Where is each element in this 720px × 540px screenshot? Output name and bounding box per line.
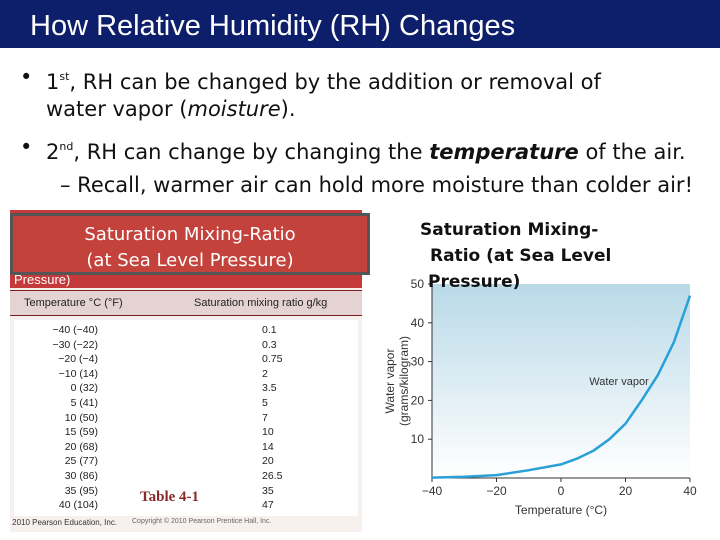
x-tick-label: −20	[486, 484, 507, 498]
bullet-marker: •	[20, 65, 33, 89]
y-axis-label-line2: (grams/kilogram)	[397, 336, 411, 426]
table-column-headers: Temperature °C (°F) Saturation mixing ra…	[10, 290, 362, 316]
table-row: 0 (32) 3.5	[14, 382, 358, 395]
table-row: 20 (68) 14	[14, 441, 358, 454]
water-vapor-chart: 10 20 30 40 50 −40 −20 0 20 40 Temperature (°C) Wat…	[383, 277, 697, 517]
series-line-water-vapor	[431, 295, 692, 479]
table-row: 40 (104) 47	[14, 499, 358, 512]
col-ratio: Saturation mixing ratio g/kg	[194, 297, 328, 309]
table-cell-temperature: 30 (86)	[64, 470, 98, 482]
y-tick-label: 20	[411, 393, 425, 407]
table-row: −10 (14) 2	[14, 368, 358, 381]
table-cell-ratio: 14	[262, 440, 274, 453]
table-row: 30 (86) 26.5	[14, 470, 358, 483]
table-cell-temperature: −20 (−4)	[58, 353, 98, 366]
x-tick-label: 20	[619, 484, 633, 498]
chart-heading: Saturation Mixing- Ratio (at Sea Level P…	[420, 217, 630, 295]
y-tick-label: 50	[411, 277, 425, 291]
table-cell-temperature: 0 (32)	[70, 382, 98, 395]
table-cell-ratio: 35	[262, 484, 274, 497]
table-cell-ratio: 20	[262, 455, 274, 468]
bullet-2-em: temperature	[429, 140, 579, 164]
slide-title: How Relative Humidity (RH) Changes	[30, 10, 516, 42]
bullet-1-text: , RH can be changed by the addition or r…	[69, 70, 601, 94]
title-bar: How Relative Humidity (RH) Changes	[0, 0, 720, 48]
table-heading-line2: (at Sea Level Pressure)	[86, 250, 294, 271]
table-cell-temperature: 25 (77)	[64, 455, 98, 468]
table-cell-temperature: 20 (68)	[64, 440, 98, 453]
table-caption: Table 4-1	[140, 489, 200, 505]
table-heading-line1: Saturation Mixing-Ratio	[84, 224, 296, 245]
y-tick-label: 30	[411, 355, 425, 369]
chart-plot-background	[432, 284, 690, 478]
table-row: −30 (−22) 0.3	[14, 339, 358, 352]
table-cell-ratio: 0.1	[262, 324, 277, 336]
table-heading-box: Saturation Mixing-Ratio (at Sea Level Pr…	[10, 213, 370, 275]
bullet-marker: •	[20, 135, 33, 159]
chart-heading-line3: Pressure)	[428, 272, 521, 292]
table-cell-temperature: 35 (95)	[64, 484, 98, 497]
table-cell-ratio: 2	[262, 367, 268, 380]
table-cell-temperature: 10 (50)	[64, 411, 98, 424]
bullet-2-ordinal: 2	[46, 140, 60, 164]
table-row: −40 (−40) 0.1	[14, 324, 358, 337]
table-cell-ratio: 5	[262, 397, 268, 409]
x-axis-label: Temperature (°C)	[515, 503, 607, 517]
table-row: 10 (50) 7	[14, 412, 358, 425]
table-cell-ratio: 3.5	[262, 382, 277, 395]
table-cell-ratio: 0.75	[262, 353, 283, 366]
table-copyright: Copyright © 2010 Pearson Prentice Hall, …	[132, 518, 272, 525]
x-tick-label: −40	[422, 484, 443, 498]
bullet-1-ordinal: 1	[46, 70, 60, 94]
table-row: 5 (41) 5	[14, 397, 358, 410]
bullet-1-em: moisture	[187, 97, 281, 121]
chart-area: 10 20 30 40 50 −40 −20 0 20 40 Temperature (°C) Wat…	[376, 270, 720, 540]
table-cell-temperature: −40 (−40)	[52, 324, 98, 336]
table-cell-temperature: −30 (−22)	[52, 338, 98, 351]
bullet-1-line2: water vapor (moisture).	[46, 97, 296, 121]
table-heading: Saturation Mixing-Ratio (at Sea Level Pr…	[13, 222, 367, 274]
table-cell-temperature: 15 (59)	[64, 426, 98, 439]
bullet-1-sup: st	[59, 70, 70, 83]
table-cell-ratio: 47	[262, 499, 274, 512]
table-cell-temperature: 5 (41)	[70, 397, 98, 409]
table-row: 15 (59) 10	[14, 426, 358, 439]
chart-heading-line1: Saturation Mixing-	[420, 220, 599, 240]
y-tick-label: 10	[411, 432, 425, 446]
table-cell-ratio: 26.5	[262, 470, 283, 482]
col-temperature: Temperature °C (°F)	[24, 297, 123, 309]
y-axis-label-line1: Water vapor	[383, 349, 397, 414]
table-cell-ratio: 0.3	[262, 338, 277, 351]
table-cell-temperature: −10 (14)	[58, 367, 98, 380]
table-band-label: Pressure)	[14, 272, 71, 287]
table-body: −40 (−40) 0.1 −30 (−22) 0.3 −20 (−4) 0.75 −10 …	[14, 320, 358, 516]
x-tick-label: 0	[558, 484, 565, 498]
x-tick-label: 40	[683, 484, 697, 498]
table-row: −20 (−4) 0.75	[14, 353, 358, 366]
chart-heading-line2: Ratio (at Sea Level	[430, 246, 612, 266]
table-row: 25 (77) 20	[14, 455, 358, 468]
table-cell-temperature: 40 (104)	[58, 499, 98, 512]
copyright-left: © 2010 Pearson Education, Inc.	[10, 518, 118, 527]
table-cell-ratio: 10	[262, 426, 274, 439]
table-cell-ratio: 7	[262, 411, 268, 424]
table-row: 35 (95) 35	[14, 485, 358, 498]
bullet-2-sup: nd	[59, 140, 74, 153]
series-label-water-vapor: Water vapor	[589, 376, 649, 388]
y-tick-label: 40	[411, 316, 425, 330]
sub-bullet: – Recall, warmer air can hold more moist…	[60, 173, 693, 197]
